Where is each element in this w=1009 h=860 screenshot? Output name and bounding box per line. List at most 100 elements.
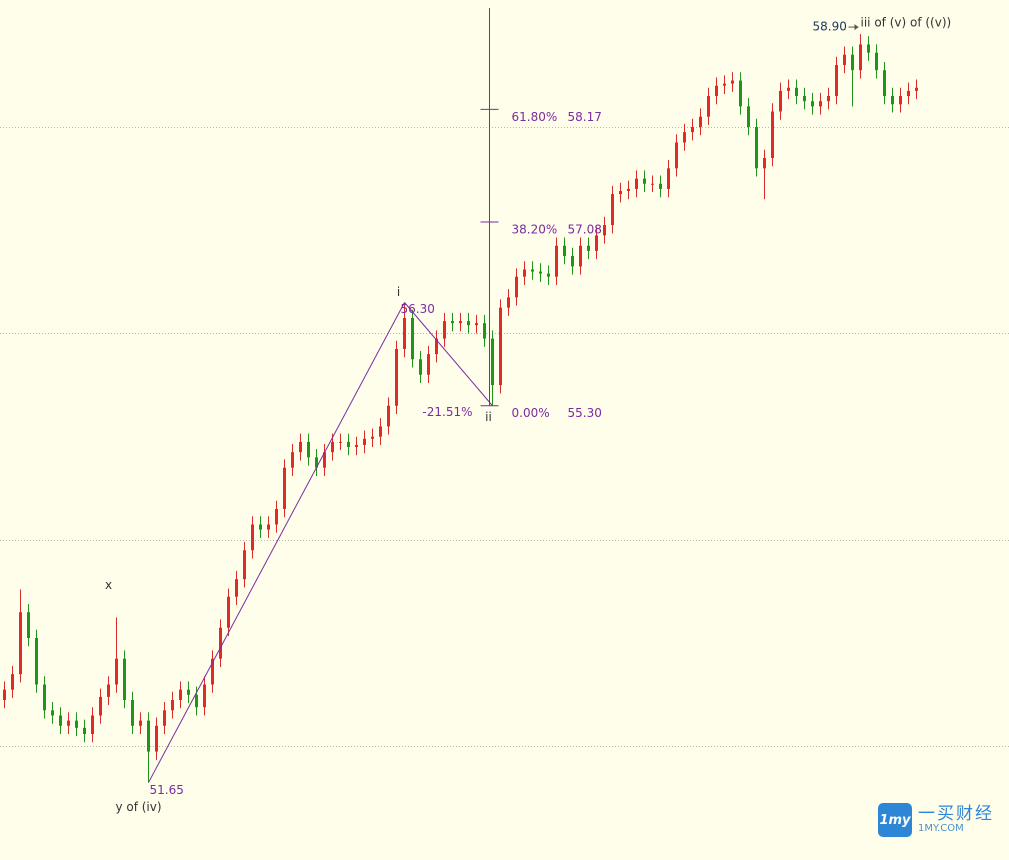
candle-body xyxy=(339,441,342,443)
candle-body xyxy=(459,321,462,324)
wave-label: i xyxy=(397,285,400,299)
candle-body xyxy=(635,178,638,189)
candle-body xyxy=(347,441,350,448)
candle-body xyxy=(507,297,510,308)
wave-label: x xyxy=(105,578,112,592)
fib-price: 55.30 xyxy=(568,406,602,420)
candle-body xyxy=(571,256,574,267)
retracement-label: -21.51% xyxy=(422,405,472,419)
candle-body xyxy=(99,696,102,716)
candle-body xyxy=(259,524,262,530)
candle-body xyxy=(3,689,6,700)
candle-body xyxy=(291,452,294,468)
candle-body xyxy=(275,508,278,525)
candle-body xyxy=(155,725,158,752)
wave-label: ii xyxy=(485,410,492,424)
candle-body xyxy=(555,245,558,277)
candle-body xyxy=(107,684,110,697)
candle-body xyxy=(315,457,318,468)
candle-body xyxy=(387,405,390,427)
candle-body xyxy=(787,87,790,91)
candle-body xyxy=(299,441,302,453)
candle-body xyxy=(427,354,430,375)
candle-body xyxy=(819,101,822,107)
candle-body xyxy=(59,715,62,726)
candle-body xyxy=(675,142,678,169)
candle-body xyxy=(851,54,854,71)
candle-body xyxy=(795,87,798,97)
candle-body xyxy=(491,338,494,386)
pivot-price: 58.90 xyxy=(813,20,847,34)
candle-body xyxy=(11,674,14,690)
candle-body xyxy=(27,612,30,639)
candle-body xyxy=(395,348,398,406)
fib-price: 58.17 xyxy=(568,110,602,124)
candle-body xyxy=(643,178,646,184)
candle-body xyxy=(547,273,550,277)
candle-body xyxy=(667,168,670,189)
candle-body xyxy=(19,612,22,675)
candle-body xyxy=(67,720,70,726)
candle-body xyxy=(707,96,710,117)
candle-body xyxy=(403,317,406,349)
candle-body xyxy=(803,96,806,102)
candle-body xyxy=(179,689,182,700)
candle-body xyxy=(779,90,782,112)
candle-body xyxy=(771,111,774,158)
candle-body xyxy=(683,132,686,143)
candle-body xyxy=(211,658,214,685)
candle-body xyxy=(835,65,838,97)
candle-body xyxy=(739,80,742,107)
candle-body xyxy=(147,720,150,752)
candle-body xyxy=(235,579,238,597)
candle-body xyxy=(51,710,54,716)
candle-body xyxy=(603,225,606,236)
candle-body xyxy=(419,359,422,375)
candle-body xyxy=(755,126,758,169)
candle-body xyxy=(619,190,622,195)
candle-body xyxy=(443,321,446,339)
candle-body xyxy=(283,467,286,509)
candle-body xyxy=(531,269,534,272)
candle-body xyxy=(331,441,334,453)
candle-body xyxy=(451,321,454,324)
candle-body xyxy=(243,550,246,580)
candle-body xyxy=(659,183,662,189)
pivot-price: 51.65 xyxy=(150,783,184,797)
candle-body xyxy=(227,596,230,628)
candle-body xyxy=(363,438,366,445)
candle-body xyxy=(467,321,470,326)
candle-body xyxy=(75,720,78,728)
candle-body xyxy=(579,245,582,267)
candle-body xyxy=(907,90,910,97)
pivot-price: 56.30 xyxy=(401,302,435,316)
candle-body xyxy=(915,87,918,91)
candle-body xyxy=(43,684,46,711)
candle-body xyxy=(891,96,894,105)
candle-body xyxy=(883,70,886,97)
fib-ratio: 61.80% xyxy=(512,110,558,124)
watermark-site: 1MY.COM xyxy=(918,823,964,834)
candle-body xyxy=(307,441,310,458)
watermark-icon: 1my xyxy=(878,803,912,837)
candle-body xyxy=(483,323,486,339)
candle-body xyxy=(355,444,358,448)
candle-body xyxy=(723,83,726,86)
candle-body xyxy=(747,106,750,127)
candle-body xyxy=(563,245,566,257)
fib-ratio: 38.20% xyxy=(512,222,558,236)
watermark-text: 一买财经 1MY.COM xyxy=(918,805,994,835)
wave-line xyxy=(404,302,493,407)
candle-body xyxy=(651,183,654,185)
candle-body xyxy=(139,720,142,726)
candle-body xyxy=(811,101,814,107)
candle-body xyxy=(611,194,614,226)
candle-body xyxy=(35,638,38,685)
candle-body xyxy=(515,276,518,298)
wave-label: y of (iv) xyxy=(115,800,161,814)
candle-body xyxy=(875,52,878,71)
candle-body xyxy=(371,436,374,439)
candle-body xyxy=(83,727,86,735)
fib-price: 57.08 xyxy=(568,222,602,236)
